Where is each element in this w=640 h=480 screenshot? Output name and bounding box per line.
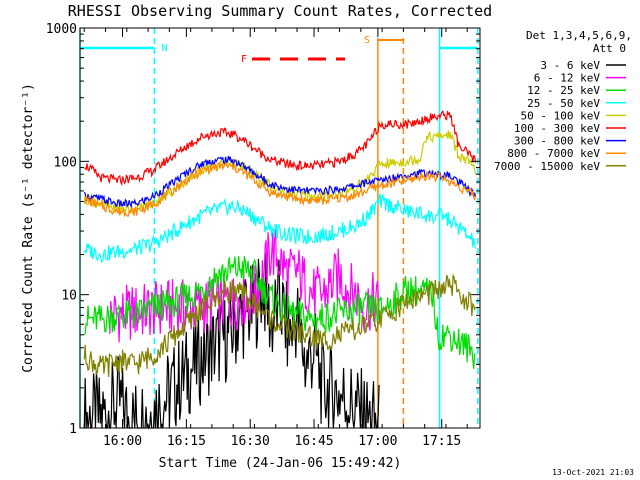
- series-line-2: [83, 256, 476, 369]
- legend-header-line-1: Det 1,3,4,5,6,9,: [526, 29, 632, 42]
- y-axis-label: Corrected Count Rate (s⁻¹ detector⁻¹): [21, 83, 36, 373]
- x-tick-label-2: 16:30: [231, 434, 270, 449]
- x-ticks: 16:00 16:15 16:30 16:45 17:00 17:15: [83, 28, 468, 449]
- y-ticks: 1 10 100 1000: [46, 22, 480, 437]
- saa-label: S: [364, 35, 370, 46]
- night-label: N: [161, 43, 167, 54]
- x-tick-label-4: 17:00: [358, 434, 397, 449]
- legend-label-2: 12 - 25 keV: [527, 84, 600, 97]
- chart-title: RHESSI Observing Summary Count Rates, Co…: [68, 2, 492, 20]
- x-axis-label: Start Time (24-Jan-06 15:49:42): [159, 456, 402, 471]
- y-tick-label-1: 10: [61, 289, 77, 304]
- legend-label-4: 50 - 100 keV: [521, 109, 601, 122]
- legend-label-0: 3 - 6 keV: [540, 59, 600, 72]
- legend-label-3: 25 - 50 keV: [527, 97, 600, 110]
- series-line-1: [109, 228, 380, 343]
- y-tick-label-2: 100: [54, 155, 77, 170]
- y-tick-label-0: 1: [69, 422, 77, 437]
- series-layer: [83, 110, 477, 430]
- series-line-8: [83, 273, 477, 378]
- legend-label-6: 300 - 800 keV: [514, 135, 600, 148]
- series-line-6: [83, 155, 477, 209]
- legend-label-5: 100 - 300 keV: [514, 122, 600, 135]
- x-tick-label-5: 17:15: [422, 434, 461, 449]
- series-line-7: [83, 161, 477, 218]
- series-line-0: [83, 253, 380, 430]
- timestamp: 13-Oct-2021 21:03: [552, 468, 634, 477]
- x-tick-label-3: 16:45: [294, 434, 333, 449]
- legend-label-7: 800 - 7000 keV: [507, 147, 600, 160]
- legend-label-1: 6 - 12 keV: [534, 72, 601, 85]
- legend-label-8: 7000 - 15000 keV: [494, 160, 600, 173]
- plot-frame: [79, 27, 481, 429]
- x-tick-label-1: 16:15: [167, 434, 206, 449]
- series-line-3: [83, 193, 477, 264]
- y-tick-label-3: 1000: [46, 22, 77, 37]
- x-tick-label-0: 16:00: [103, 434, 142, 449]
- legend-header-line-2: Att 0: [593, 42, 626, 55]
- flare-label: F: [241, 54, 247, 65]
- series-line-5: [84, 110, 477, 187]
